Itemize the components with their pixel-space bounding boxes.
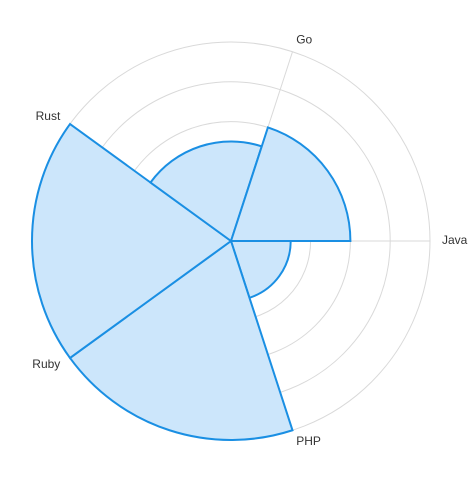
wedges [31,122,352,441]
category-label-rust: Rust [36,109,61,123]
wedge-java[interactable] [229,240,292,300]
wedge-go[interactable] [229,126,352,242]
category-labels: Java PHP Ruby Rust Go [32,32,467,447]
wedge-rust[interactable] [149,140,264,243]
category-label-java: Java [442,233,468,247]
category-label-php: PHP [296,434,321,448]
wedge-php[interactable] [68,239,294,441]
category-label-ruby: Ruby [32,357,60,371]
category-label-go: Go [296,32,312,46]
wedge-ruby[interactable] [31,122,233,360]
